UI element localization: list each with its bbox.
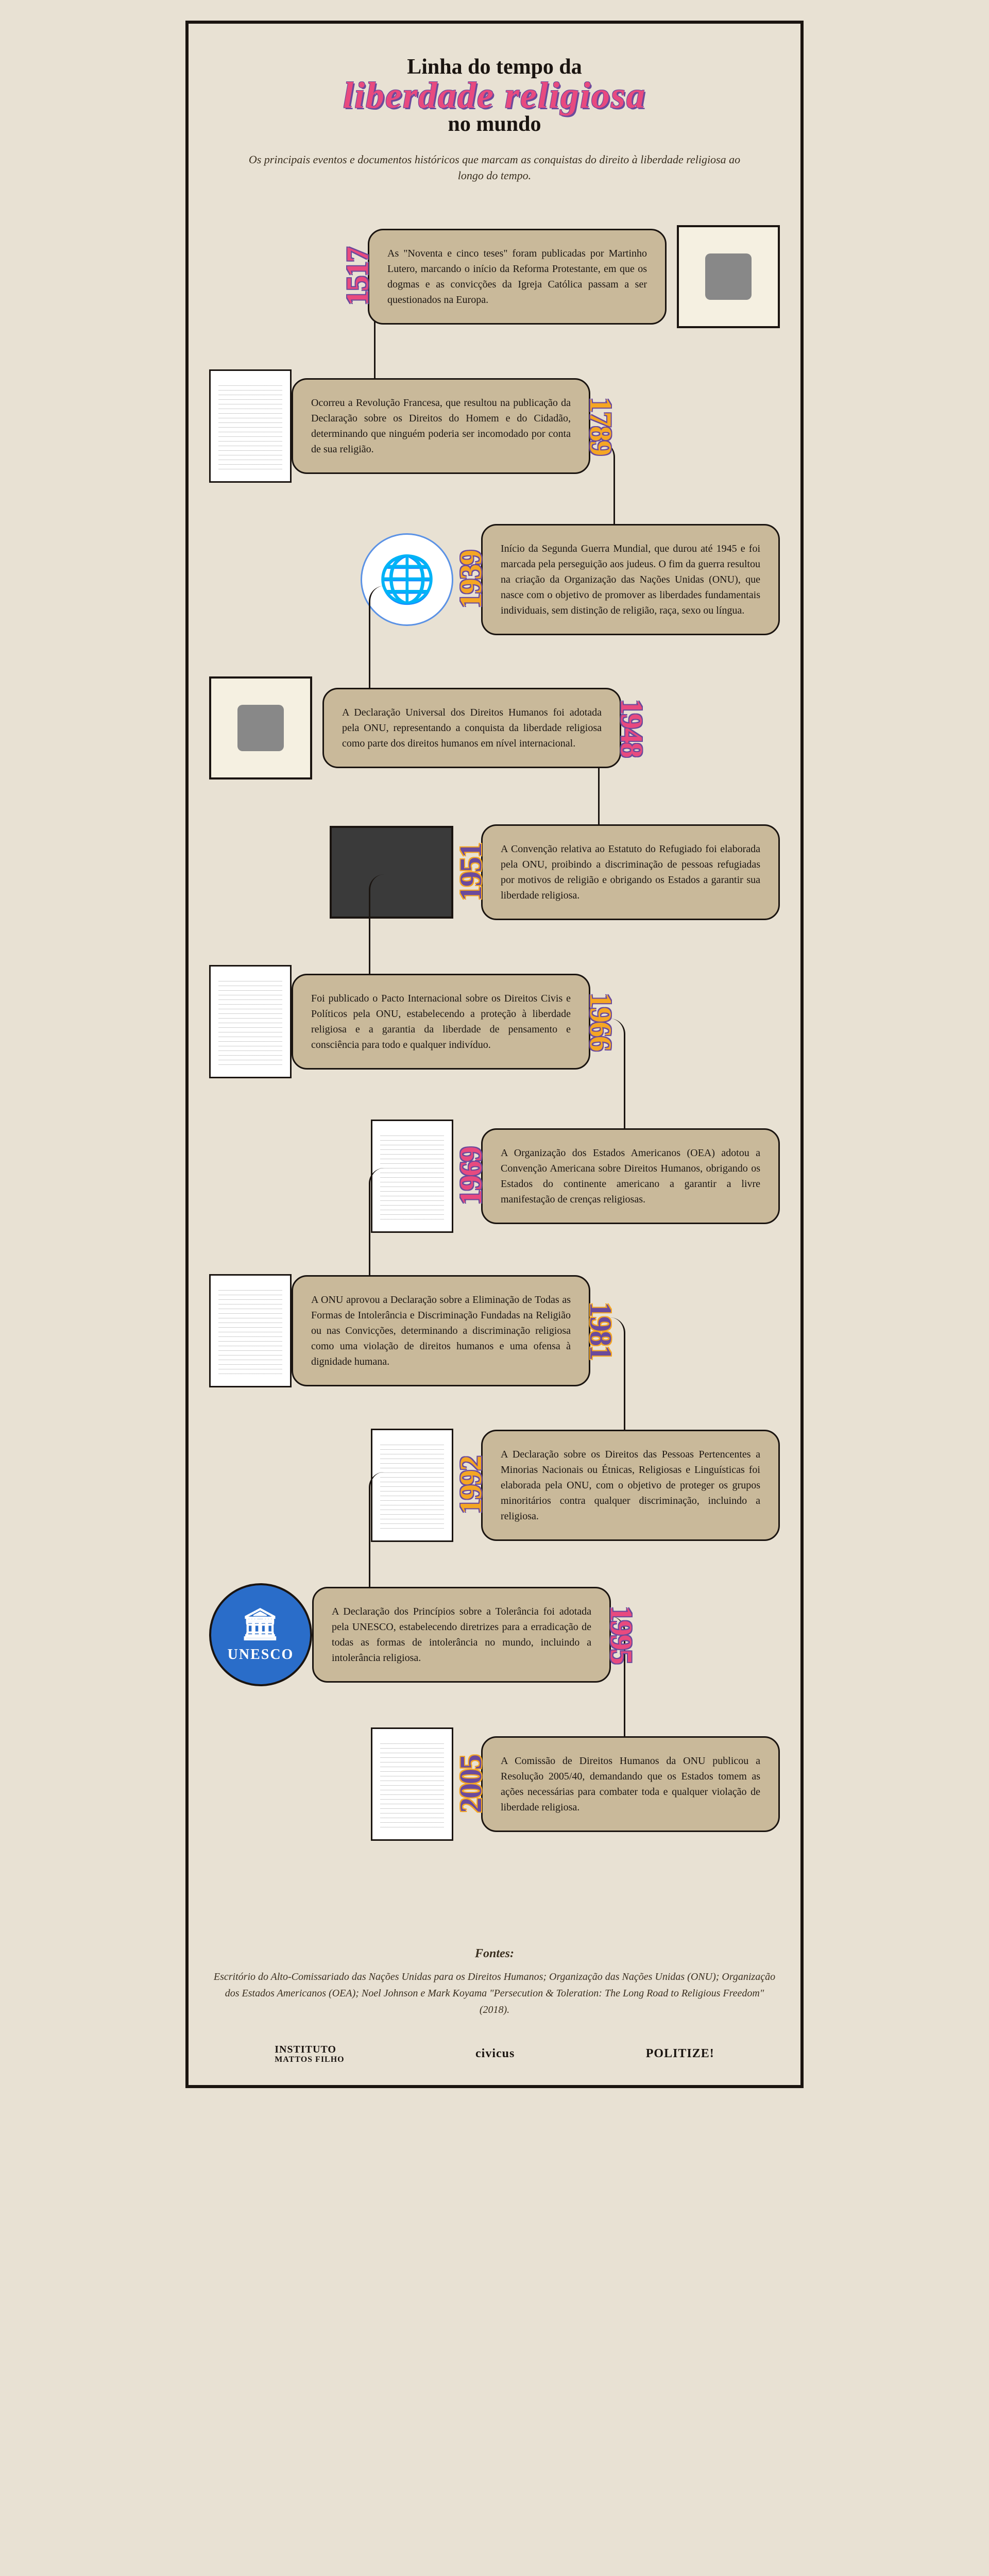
footer-logos: INSTITUTO MATTOS FILHO civicus POLITIZE! bbox=[209, 2044, 780, 2064]
event-year: 1939 bbox=[453, 551, 489, 608]
document-icon bbox=[218, 1286, 282, 1376]
event-year: 1948 bbox=[613, 699, 649, 757]
title-line-3: no mundo bbox=[209, 112, 780, 137]
timeline-event: 1966Foi publicado o Pacto Internacional … bbox=[209, 965, 780, 1078]
unesco-label: UNESCO bbox=[228, 1647, 294, 1663]
event-thumbnail bbox=[371, 1727, 453, 1841]
timeline-event: 2005A Comissão de Direitos Humanos da ON… bbox=[209, 1727, 780, 1841]
event-year: 1789 bbox=[583, 397, 618, 455]
document-icon bbox=[218, 977, 282, 1066]
timeline-event: 1981A ONU aprovou a Declaração sobre a E… bbox=[209, 1274, 780, 1387]
event-card: A Comissão de Direitos Humanos da ONU pu… bbox=[481, 1736, 780, 1832]
event-year: 1951 bbox=[453, 843, 489, 901]
image-placeholder-icon bbox=[697, 246, 759, 308]
event-thumbnail bbox=[209, 965, 292, 1078]
event-year: 1981 bbox=[583, 1302, 618, 1360]
timeline-event: 1517As "Noventa e cinco teses" foram pub… bbox=[209, 225, 780, 328]
event-thumbnail bbox=[677, 225, 780, 328]
sources-title: Fontes: bbox=[209, 1944, 780, 1963]
timeline-event: 1995A Declaração dos Princípios sobre a … bbox=[209, 1583, 780, 1686]
event-year: 1995 bbox=[603, 1606, 639, 1664]
header: Linha do tempo da liberdade religiosa no… bbox=[209, 55, 780, 137]
event-card: Início da Segunda Guerra Mundial, que du… bbox=[481, 524, 780, 635]
subtitle: Os principais eventos e documentos histó… bbox=[237, 152, 752, 184]
logo-instituto-line2: MATTOS FILHO bbox=[275, 2055, 344, 2064]
timeline-event: 1789Ocorreu a Revolução Francesa, que re… bbox=[209, 369, 780, 483]
event-card: As "Noventa e cinco teses" foram publica… bbox=[368, 229, 667, 325]
infographic-container: Linha do tempo da liberdade religiosa no… bbox=[185, 21, 804, 2088]
logo-instituto-line1: INSTITUTO bbox=[275, 2044, 336, 2055]
event-thumbnail bbox=[209, 676, 312, 779]
document-icon bbox=[380, 1739, 444, 1829]
event-thumbnail bbox=[209, 1274, 292, 1387]
timeline-event: 1969A Organização dos Estados Americanos… bbox=[209, 1120, 780, 1233]
event-card: A Convenção relativa ao Estatuto do Refu… bbox=[481, 824, 780, 920]
timeline: 1517As "Noventa e cinco teses" foram pub… bbox=[209, 215, 780, 1892]
event-year: 1966 bbox=[583, 993, 618, 1050]
event-year: 1969 bbox=[453, 1147, 489, 1205]
timeline-event: 1948A Declaração Universal dos Direitos … bbox=[209, 676, 780, 779]
event-card: A Organização dos Estados Americanos (OE… bbox=[481, 1128, 780, 1224]
temple-icon: 🏛 bbox=[241, 1606, 281, 1642]
timeline-event: 1951A Convenção relativa ao Estatuto do … bbox=[209, 821, 780, 924]
event-thumbnail: 🏛 UNESCO bbox=[209, 1583, 312, 1686]
sources-text: Escritório do Alto-Comissariado das Naçõ… bbox=[214, 1971, 775, 2015]
title-line-2: liberdade religiosa bbox=[209, 74, 780, 117]
event-card: A Declaração Universal dos Direitos Huma… bbox=[322, 688, 621, 768]
event-thumbnail bbox=[209, 369, 292, 483]
event-card: Ocorreu a Revolução Francesa, que result… bbox=[292, 378, 590, 474]
timeline-event: 1939Início da Segunda Guerra Mundial, qu… bbox=[209, 524, 780, 635]
document-icon bbox=[218, 381, 282, 471]
event-year: 1992 bbox=[453, 1456, 489, 1514]
event-year: 1517 bbox=[340, 248, 376, 306]
event-card: A Declaração dos Princípios sobre a Tole… bbox=[312, 1587, 611, 1683]
logo-politize: POLITIZE! bbox=[646, 2047, 714, 2061]
event-card: A ONU aprovou a Declaração sobre a Elimi… bbox=[292, 1275, 590, 1386]
logo-instituto: INSTITUTO MATTOS FILHO bbox=[275, 2044, 344, 2064]
event-card: A Declaração sobre os Direitos das Pesso… bbox=[481, 1430, 780, 1541]
event-card: Foi publicado o Pacto Internacional sobr… bbox=[292, 974, 590, 1070]
timeline-event: 1992A Declaração sobre os Direitos das P… bbox=[209, 1429, 780, 1542]
logo-civicus: civicus bbox=[475, 2047, 515, 2061]
sources: Fontes: Escritório do Alto-Comissariado … bbox=[209, 1944, 780, 2018]
image-placeholder-icon bbox=[230, 697, 292, 759]
event-year: 2005 bbox=[453, 1755, 489, 1813]
